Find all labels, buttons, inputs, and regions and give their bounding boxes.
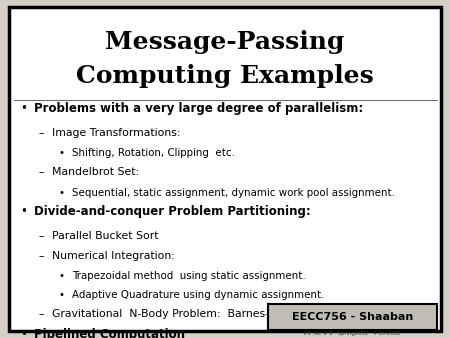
Text: •: • xyxy=(20,102,27,115)
Text: Parallel Bucket Sort: Parallel Bucket Sort xyxy=(52,231,158,241)
Text: Image Transformations:: Image Transformations: xyxy=(52,128,180,138)
Text: Gravitational  N-Body Problem:  Barnes-Hut Algorithm.: Gravitational N-Body Problem: Barnes-Hut… xyxy=(52,309,348,319)
Text: –: – xyxy=(38,231,44,241)
Text: Problems with a very large degree of parallelism:: Problems with a very large degree of par… xyxy=(34,102,363,115)
Text: –: – xyxy=(38,251,44,261)
Text: •: • xyxy=(58,290,64,300)
Text: Sequential, static assignment, dynamic work pool assignment.: Sequential, static assignment, dynamic w… xyxy=(72,188,395,198)
Text: •: • xyxy=(58,148,64,159)
Text: #1  lec # 8   Spring2002   4-16-2002: #1 lec # 8 Spring2002 4-16-2002 xyxy=(303,332,401,336)
Text: Numerical Integration:: Numerical Integration: xyxy=(52,251,175,261)
Text: Computing Examples: Computing Examples xyxy=(76,64,374,88)
Text: •: • xyxy=(20,328,27,338)
Text: –: – xyxy=(38,309,44,319)
Text: Divide-and-conquer Problem Partitioning:: Divide-and-conquer Problem Partitioning: xyxy=(34,205,310,218)
Text: Message-Passing: Message-Passing xyxy=(105,30,345,54)
Text: EECC756 - Shaaban: EECC756 - Shaaban xyxy=(292,312,413,322)
Bar xyxy=(268,304,436,330)
Text: –: – xyxy=(38,167,44,177)
Text: •: • xyxy=(58,271,64,282)
Text: Shifting, Rotation, Clipping  etc.: Shifting, Rotation, Clipping etc. xyxy=(72,148,235,159)
Text: •: • xyxy=(20,205,27,218)
Text: Pipelined Computation: Pipelined Computation xyxy=(34,328,185,338)
Text: Trapezoidal method  using static assignment.: Trapezoidal method using static assignme… xyxy=(72,271,306,282)
Text: Mandelbrot Set:: Mandelbrot Set: xyxy=(52,167,139,177)
Text: Adaptive Quadrature using dynamic assignment.: Adaptive Quadrature using dynamic assign… xyxy=(72,290,324,300)
Text: –: – xyxy=(38,128,44,138)
Text: •: • xyxy=(58,188,64,198)
